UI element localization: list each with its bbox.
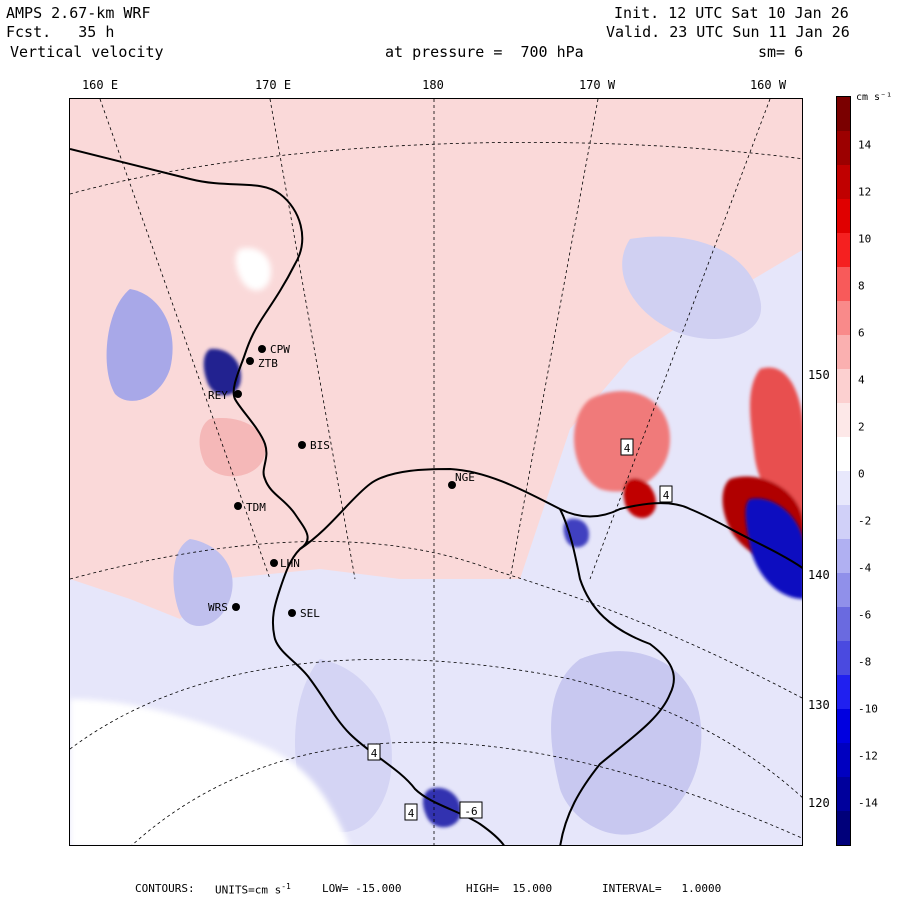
colorbar-swatch xyxy=(837,301,850,335)
colorbar-tick-label: -8 xyxy=(858,655,872,669)
colorbar-tick-label: -14 xyxy=(858,796,878,810)
contour-marker: -6 xyxy=(464,805,477,818)
valid-time: Valid. 23 UTC Sun 11 Jan 26 xyxy=(606,23,850,41)
lon-label-170w: 170 W xyxy=(578,78,616,92)
station-dot-nge[interactable] xyxy=(448,481,456,489)
footer-units-label: UNITS=cm s xyxy=(215,883,282,897)
colorbar-swatch xyxy=(837,335,850,369)
station-dot-lhn[interactable] xyxy=(270,559,278,567)
colorbar-swatch xyxy=(837,709,850,743)
station-label-lhn: LHN xyxy=(280,557,300,570)
station-label-cpw: CPW xyxy=(270,343,290,356)
colorbar-tick-label: 4 xyxy=(858,373,865,387)
positive-velocity-regions xyxy=(70,99,802,619)
colorbar-swatch xyxy=(837,199,850,233)
colorbar-tick-label: -6 xyxy=(858,608,872,622)
colorbar-swatch xyxy=(837,675,850,709)
colorbar-tick-label: 14 xyxy=(858,138,872,152)
lon-label-160w: 160 W xyxy=(749,78,787,92)
colorbar xyxy=(836,96,851,846)
colorbar-unit: cm s⁻¹ xyxy=(856,92,893,103)
station-dot-wrs[interactable] xyxy=(232,603,240,611)
contour-marker: 4 xyxy=(663,489,670,502)
map-panel[interactable]: 4 4 4 4 -6 CPW ZTB REY BIS NGE TDM LHN xyxy=(69,98,803,846)
station-label-tdm: TDM xyxy=(246,501,266,514)
contour-marker: 4 xyxy=(371,747,378,760)
station-label-rey: REY xyxy=(208,389,228,402)
footer-contours: CONTOURS: xyxy=(135,882,195,895)
station-label-ztb: ZTB xyxy=(258,357,278,370)
station-markers: CPW ZTB REY BIS NGE TDM LHN SEL WRS xyxy=(208,343,475,620)
colorbar-swatch xyxy=(837,267,850,301)
colorbar-tick-label: 10 xyxy=(858,232,872,246)
colorbar-tick-label: 12 xyxy=(858,185,872,199)
colorbar-swatch xyxy=(837,641,850,675)
colorbar-tick-label: -4 xyxy=(858,561,872,575)
pressure-level: at pressure = 700 hPa xyxy=(385,43,584,61)
station-dot-ztb[interactable] xyxy=(246,357,254,365)
station-dot-bis[interactable] xyxy=(298,441,306,449)
station-label-wrs: WRS xyxy=(208,601,228,614)
colorbar-swatch xyxy=(837,607,850,641)
station-label-sel: SEL xyxy=(300,607,320,620)
map-canvas: 4 4 4 4 -6 CPW ZTB REY BIS NGE TDM LHN xyxy=(70,99,802,845)
contour-markers: 4 4 4 4 -6 xyxy=(367,438,673,821)
colorbar-swatch xyxy=(837,811,850,845)
station-label-bis: BIS xyxy=(310,439,330,452)
colorbar-tick-label: 2 xyxy=(858,420,865,434)
colorbar-swatch xyxy=(837,233,850,267)
colorbar-tick-label: 8 xyxy=(858,279,865,293)
coastline xyxy=(70,148,802,845)
lon-label-170e: 170 E xyxy=(254,78,292,92)
colorbar-tick-label: 0 xyxy=(858,467,865,481)
colorbar-swatch xyxy=(837,573,850,607)
station-dot-cpw[interactable] xyxy=(258,345,266,353)
forecast-hour: Fcst. 35 h xyxy=(6,23,115,41)
station-label-nge: NGE xyxy=(455,471,475,484)
colorbar-swatch xyxy=(837,131,850,165)
colorbar-swatch xyxy=(837,539,850,573)
colorbar-swatch xyxy=(837,505,850,539)
colorbar-swatch xyxy=(837,165,850,199)
colorbar-swatch xyxy=(837,403,850,437)
smoothing-value: sm= 6 xyxy=(758,43,804,61)
footer-high: HIGH= 15.000 xyxy=(466,882,553,895)
colorbar-swatch xyxy=(837,437,850,471)
colorbar-swatch xyxy=(837,777,850,811)
no-data-terrain xyxy=(70,248,350,845)
strong-downdraft-zone xyxy=(203,348,802,828)
colorbar-tick-label: -10 xyxy=(858,702,878,716)
footer-low: LOW= -15.000 xyxy=(322,882,402,895)
colorbar-swatch xyxy=(837,369,850,403)
contour-marker: 4 xyxy=(408,807,415,820)
station-dot-sel[interactable] xyxy=(288,609,296,617)
colorbar-swatch xyxy=(837,97,850,131)
model-title: AMPS 2.67-km WRF xyxy=(6,4,151,22)
colorbar-tick-label: -2 xyxy=(858,514,872,528)
colorbar-swatch xyxy=(837,471,850,505)
footer-units-exponent: -1 xyxy=(281,882,291,891)
field-name: Vertical velocity xyxy=(10,43,164,61)
station-dot-rey[interactable] xyxy=(234,390,242,398)
lon-label-160e: 160 E xyxy=(81,78,119,92)
contour-marker: 4 xyxy=(624,442,631,455)
colorbar-tick-label: -12 xyxy=(858,749,878,763)
lon-label-180: 180 xyxy=(422,78,444,92)
footer-interval: INTERVAL= 1.0000 xyxy=(602,882,722,895)
graticule xyxy=(70,99,802,845)
footer-units: UNITS=cm s-1 xyxy=(215,882,291,897)
colorbar-swatch xyxy=(837,743,850,777)
init-time: Init. 12 UTC Sat 10 Jan 26 xyxy=(614,4,849,22)
colorbar-tick-label: 6 xyxy=(858,326,865,340)
station-dot-tdm[interactable] xyxy=(234,502,242,510)
